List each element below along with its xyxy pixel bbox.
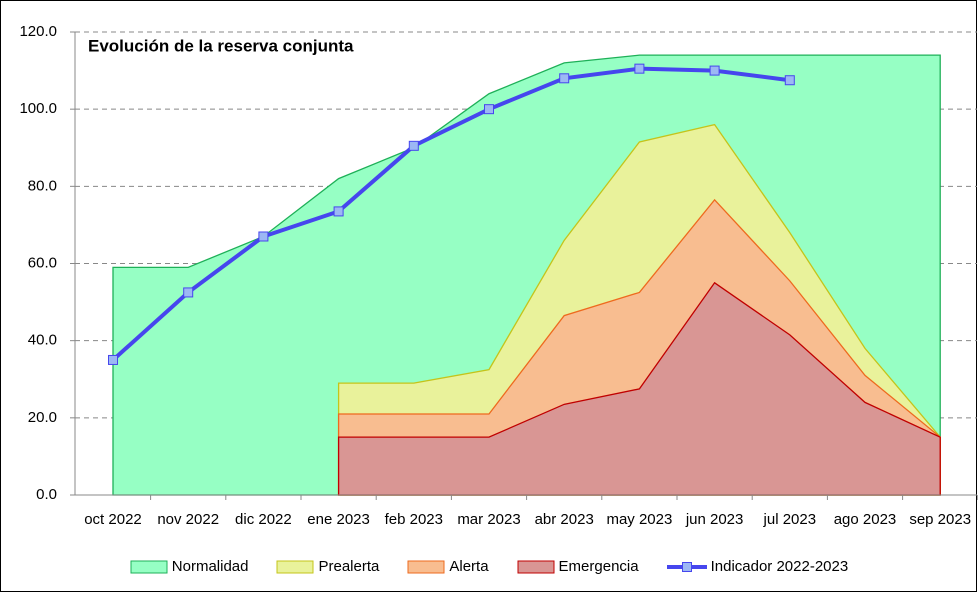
x-tick-label: feb 2023 — [384, 511, 443, 528]
legend-label: Indicador 2022-2023 — [710, 558, 849, 575]
marker — [634, 63, 645, 74]
marker — [484, 104, 494, 115]
plot-area — [70, 31, 978, 500]
marker — [559, 73, 570, 84]
y-tick-label: 0.0 — [36, 486, 57, 503]
legend-item: Emergencia — [517, 558, 639, 575]
y-tick-label: 80.0 — [28, 177, 57, 194]
legend-swatch — [276, 560, 314, 573]
marker — [408, 140, 419, 151]
legend-swatch — [666, 561, 707, 572]
x-tick-label: dic 2022 — [235, 511, 292, 528]
area — [337, 281, 941, 496]
marker — [183, 287, 194, 298]
x-tick-label: may 2023 — [606, 511, 673, 528]
marker — [108, 354, 118, 365]
legend-item: Normalidad — [130, 558, 249, 575]
x-tick-label: abr 2023 — [534, 511, 594, 528]
y-tick-label: 40.0 — [28, 332, 57, 349]
legend-item: Alerta — [407, 558, 489, 575]
line — [111, 66, 791, 362]
x-tick-label: jul 2023 — [763, 511, 817, 528]
marker — [333, 206, 344, 217]
x-tick-label: mar 2023 — [457, 511, 521, 528]
x-tick-label: ene 2023 — [307, 511, 370, 528]
y-tick-label: 20.0 — [28, 409, 57, 426]
marker — [709, 65, 720, 76]
marker — [784, 75, 795, 86]
legend-item: Indicador 2022-2023 — [666, 558, 849, 575]
legend: Normalidad Prealerta Alerta Emergencia Indic… — [0, 558, 978, 575]
legend-label: Prealerta — [318, 558, 380, 575]
x-tick-label: nov 2022 — [157, 511, 220, 528]
x-tick-label: jun 2023 — [685, 511, 744, 528]
legend-swatch — [130, 560, 168, 573]
legend-label: Alerta — [449, 558, 489, 575]
legend-swatch — [407, 560, 445, 573]
y-tick-label: 100.0 — [19, 100, 57, 117]
legend-swatch — [517, 560, 555, 573]
legend-label: Normalidad — [171, 558, 249, 575]
marker — [258, 231, 269, 242]
legend-label: Emergencia — [558, 558, 639, 575]
x-tick-label: ago 2023 — [833, 511, 897, 528]
chart-title: Evolución de la reserva conjunta — [88, 36, 354, 55]
x-tick-label: oct 2022 — [84, 511, 142, 528]
x-tick-label: sep 2023 — [909, 511, 972, 528]
y-tick-label: 120.0 — [19, 23, 57, 40]
legend-item: Prealerta — [276, 558, 379, 575]
y-tick-label: 60.0 — [28, 254, 57, 271]
